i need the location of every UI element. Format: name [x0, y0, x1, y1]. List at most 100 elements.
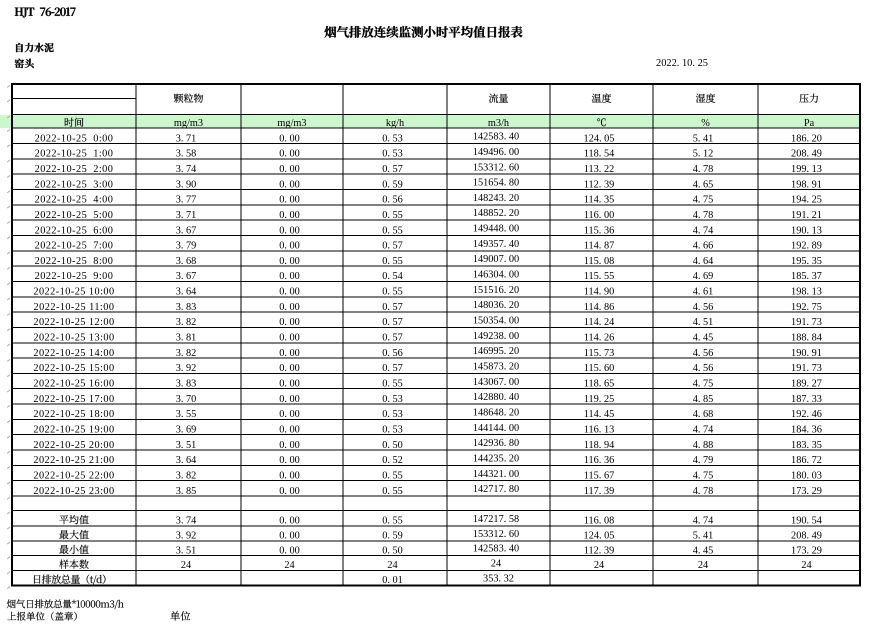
svg-text:191. 73: 191. 73 — [791, 317, 822, 328]
svg-text:0. 00: 0. 00 — [279, 531, 300, 542]
svg-text:153312. 60: 153312. 60 — [473, 529, 519, 540]
svg-text:192. 46: 192. 46 — [791, 409, 822, 420]
svg-text:3. 51: 3. 51 — [176, 440, 197, 451]
svg-text:3. 83: 3. 83 — [176, 379, 197, 390]
svg-text:3. 55: 3. 55 — [176, 409, 197, 420]
svg-text:142936. 80: 142936. 80 — [473, 438, 519, 449]
svg-text:146995. 20: 146995. 20 — [473, 346, 519, 357]
svg-text:0. 00: 0. 00 — [279, 225, 300, 236]
svg-text:2022-10-25 6:00: 2022-10-25 6:00 — [35, 225, 114, 236]
svg-text:m3/h: m3/h — [488, 118, 510, 129]
svg-text:114. 35: 114. 35 — [584, 195, 615, 206]
svg-text:148243. 20: 148243. 20 — [473, 193, 519, 204]
svg-text:0. 00: 0. 00 — [279, 210, 300, 221]
svg-text:0. 57: 0. 57 — [382, 302, 403, 313]
svg-text:0. 50: 0. 50 — [382, 440, 403, 451]
svg-text:0. 00: 0. 00 — [279, 348, 300, 359]
svg-text:2022-10-25 0:00: 2022-10-25 0:00 — [35, 133, 114, 144]
svg-text:0. 01: 0. 01 — [382, 575, 403, 586]
svg-text:0. 56: 0. 56 — [382, 195, 403, 206]
svg-text:114. 45: 114. 45 — [584, 409, 615, 420]
svg-text:3. 82: 3. 82 — [176, 471, 197, 482]
svg-text:114. 87: 114. 87 — [584, 241, 615, 252]
svg-text:195. 35: 195. 35 — [791, 256, 822, 267]
svg-text:3. 71: 3. 71 — [176, 133, 197, 144]
svg-text:180. 03: 180. 03 — [791, 471, 822, 482]
svg-text:144144. 00: 144144. 00 — [473, 423, 519, 434]
svg-text:2022-10-25 20:00: 2022-10-25 20:00 — [33, 440, 114, 451]
svg-text:3. 74: 3. 74 — [176, 164, 197, 175]
svg-text:151516. 20: 151516. 20 — [473, 285, 519, 296]
svg-text:119. 25: 119. 25 — [584, 394, 615, 405]
svg-text:192. 89: 192. 89 — [791, 241, 822, 252]
svg-text:116. 00: 116. 00 — [584, 210, 615, 221]
svg-text:151654. 80: 151654. 80 — [473, 178, 519, 189]
svg-text:4. 64: 4. 64 — [693, 256, 714, 267]
svg-text:115. 60: 115. 60 — [584, 363, 615, 374]
svg-text:153312. 60: 153312. 60 — [473, 162, 519, 173]
svg-text:150354. 00: 150354. 00 — [473, 316, 519, 327]
svg-text:0. 00: 0. 00 — [279, 271, 300, 282]
svg-text:114. 86: 114. 86 — [584, 302, 615, 313]
svg-text:4. 65: 4. 65 — [693, 179, 714, 190]
svg-text:4. 75: 4. 75 — [693, 471, 714, 482]
svg-text:24: 24 — [181, 560, 191, 571]
svg-text:4. 78: 4. 78 — [693, 486, 714, 497]
svg-text:0. 00: 0. 00 — [279, 195, 300, 206]
svg-text:2022-10-25 2:00: 2022-10-25 2:00 — [35, 164, 114, 175]
svg-text:189. 27: 189. 27 — [791, 379, 822, 390]
svg-text:0. 53: 0. 53 — [382, 425, 403, 436]
svg-text:0. 59: 0. 59 — [382, 179, 403, 190]
svg-text:117. 39: 117. 39 — [584, 486, 615, 497]
svg-text:0. 57: 0. 57 — [382, 164, 403, 175]
svg-text:112. 39: 112. 39 — [584, 545, 615, 556]
svg-text:0. 00: 0. 00 — [279, 287, 300, 298]
svg-text:0. 56: 0. 56 — [382, 348, 403, 359]
svg-text:146304. 00: 146304. 00 — [473, 270, 519, 281]
svg-text:116. 13: 116. 13 — [584, 425, 615, 436]
svg-text:3. 74: 3. 74 — [176, 516, 197, 527]
svg-text:2022-10-25 16:00: 2022-10-25 16:00 — [33, 379, 114, 390]
svg-text:2022-10-25 17:00: 2022-10-25 17:00 — [33, 394, 114, 405]
svg-text:0. 00: 0. 00 — [279, 486, 300, 497]
svg-text:198. 91: 198. 91 — [791, 179, 822, 190]
svg-text:142583. 40: 142583. 40 — [473, 544, 519, 555]
svg-text:4. 74: 4. 74 — [693, 225, 714, 236]
svg-text:0. 00: 0. 00 — [279, 333, 300, 344]
svg-text:187. 33: 187. 33 — [791, 394, 822, 405]
svg-text:mg/m3: mg/m3 — [277, 118, 306, 129]
svg-text:0. 55: 0. 55 — [382, 516, 403, 527]
svg-text:4. 78: 4. 78 — [693, 210, 714, 221]
svg-text:2022-10-25 22:00: 2022-10-25 22:00 — [33, 471, 114, 482]
svg-text:0. 55: 0. 55 — [382, 379, 403, 390]
svg-text:142583. 40: 142583. 40 — [473, 132, 519, 143]
svg-text:186. 72: 186. 72 — [791, 455, 822, 466]
svg-text:4. 75: 4. 75 — [693, 379, 714, 390]
svg-text:%: % — [701, 118, 710, 129]
svg-text:114. 24: 114. 24 — [584, 317, 615, 328]
svg-text:kg/h: kg/h — [386, 118, 405, 129]
svg-text:191. 21: 191. 21 — [791, 210, 822, 221]
svg-text:0. 00: 0. 00 — [279, 379, 300, 390]
svg-text:115. 67: 115. 67 — [584, 471, 615, 482]
svg-text:2022-10-25 14:00: 2022-10-25 14:00 — [33, 348, 114, 359]
svg-text:3. 69: 3. 69 — [176, 425, 197, 436]
svg-text:2022-10-25 3:00: 2022-10-25 3:00 — [35, 179, 114, 190]
svg-text:0. 55: 0. 55 — [382, 210, 403, 221]
svg-text:0. 00: 0. 00 — [279, 545, 300, 556]
svg-text:0. 00: 0. 00 — [279, 164, 300, 175]
svg-text:0. 55: 0. 55 — [382, 287, 403, 298]
svg-text:116. 36: 116. 36 — [584, 455, 615, 466]
svg-text:0. 55: 0. 55 — [382, 471, 403, 482]
svg-text:0. 54: 0. 54 — [382, 271, 403, 282]
svg-text:4. 56: 4. 56 — [693, 348, 714, 359]
svg-text:3. 64: 3. 64 — [176, 455, 197, 466]
svg-text:112. 39: 112. 39 — [584, 179, 615, 190]
svg-text:0. 00: 0. 00 — [279, 471, 300, 482]
svg-text:2022-10-25 10:00: 2022-10-25 10:00 — [33, 287, 114, 298]
svg-text:2022-10-25 11:00: 2022-10-25 11:00 — [34, 302, 115, 313]
svg-text:149496. 00: 149496. 00 — [473, 147, 519, 158]
svg-text:2022-10-25 19:00: 2022-10-25 19:00 — [33, 425, 114, 436]
svg-text:115. 73: 115. 73 — [584, 348, 615, 359]
svg-text:144235. 20: 144235. 20 — [473, 453, 519, 464]
